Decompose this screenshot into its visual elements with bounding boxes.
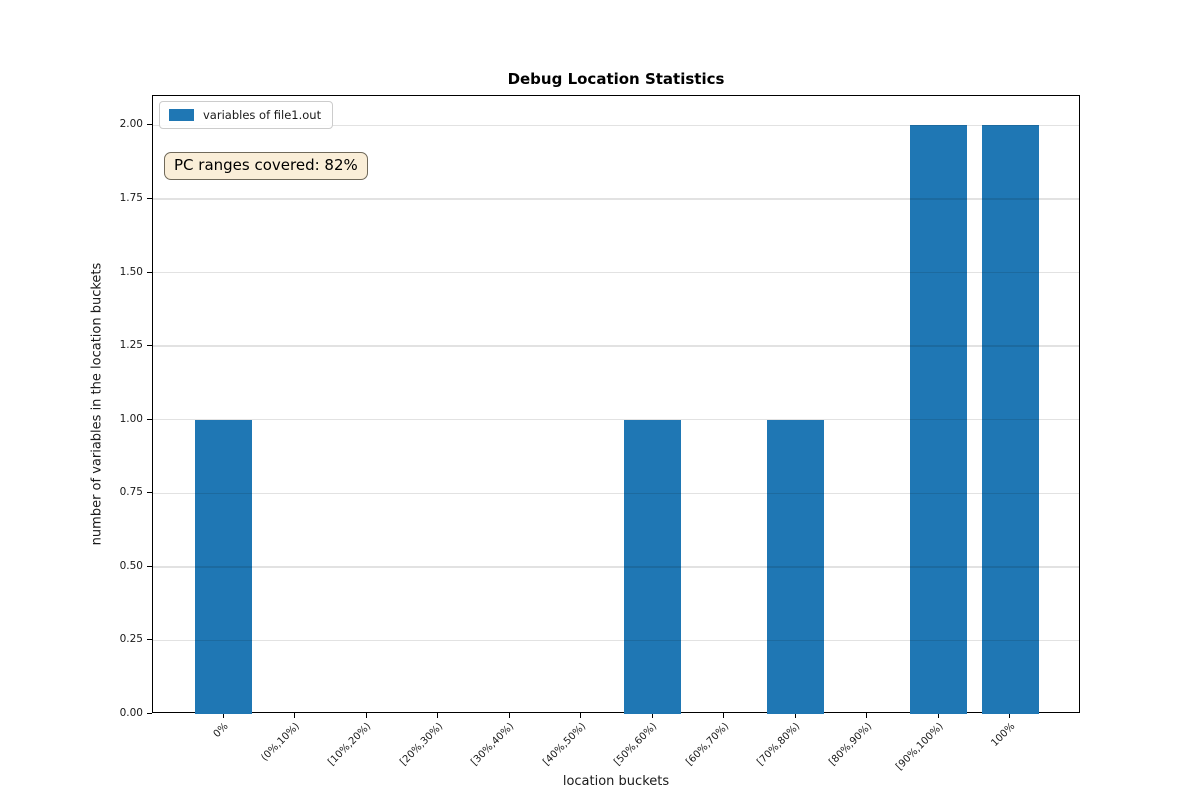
x-tick-label: [50%,60%) — [612, 721, 660, 768]
legend-label: variables of file1.out — [203, 108, 322, 122]
y-tick-label: 0.00 — [119, 707, 143, 719]
x-tick-label: [20%,30%) — [398, 721, 446, 768]
y-tick-label: 1.75 — [119, 192, 143, 204]
annotation-pc-ranges: PC ranges covered: 82% — [164, 152, 368, 180]
x-axis-tick — [580, 713, 582, 718]
y-tick-label: 1.00 — [119, 412, 143, 425]
x-tick-label: [80%,90%) — [827, 721, 874, 768]
gridline — [153, 345, 1079, 347]
x-tick-label: 100% — [988, 721, 1017, 749]
x-axis-tick — [1009, 713, 1011, 718]
y-tick-label: 0.75 — [119, 486, 143, 499]
x-tick-label: [40%,50%) — [541, 721, 589, 768]
x-axis-tick — [866, 713, 868, 718]
y-tick-label: 1.25 — [119, 339, 143, 352]
gridline — [153, 271, 1079, 274]
y-axis-tick — [147, 639, 152, 641]
x-tick-label: [90%,100%) — [894, 721, 946, 773]
gridline — [153, 639, 1079, 642]
y-axis-label: number of variables in the location buck… — [89, 262, 105, 546]
y-axis-tick — [147, 271, 152, 273]
gridline — [153, 492, 1079, 494]
x-axis-tick — [794, 713, 796, 718]
x-tick-label: (0%,10%) — [259, 721, 303, 764]
x-axis-tick — [294, 713, 296, 718]
legend-swatch-icon — [169, 109, 194, 121]
y-axis-tick — [147, 492, 152, 494]
gridline — [153, 419, 1079, 421]
y-axis-tick — [147, 565, 152, 567]
y-axis-tick — [147, 713, 152, 714]
y-tick-label: 0.50 — [119, 559, 143, 572]
y-axis-tick — [147, 418, 152, 420]
x-axis-tick — [508, 713, 510, 718]
gridline — [153, 198, 1079, 200]
y-tick-label: 1.50 — [119, 265, 143, 278]
x-tick-label: [70%,80%) — [755, 721, 803, 768]
x-tick-label: [60%,70%) — [684, 721, 732, 768]
x-axis-tick — [937, 713, 939, 718]
plot-area: variables of file1.out PC ranges covered… — [152, 95, 1080, 714]
chart-title: Debug Location Statistics — [507, 70, 725, 88]
x-tick-label: [10%,20%) — [326, 721, 374, 768]
x-axis-label: location buckets — [562, 774, 670, 789]
x-tick-label: 0% — [211, 721, 231, 741]
gridline — [153, 566, 1079, 568]
y-axis-tick — [147, 124, 152, 126]
x-tick-label: [30%,40%) — [469, 721, 517, 768]
x-axis-tick — [723, 713, 725, 718]
gridline — [153, 124, 1079, 127]
y-axis-tick — [147, 198, 152, 199]
y-tick-label: 0.25 — [119, 633, 143, 646]
x-axis-tick — [651, 713, 653, 718]
x-axis-tick — [437, 713, 439, 718]
legend: variables of file1.out — [159, 101, 334, 129]
y-axis-tick — [147, 345, 152, 347]
x-axis-tick — [365, 713, 367, 718]
x-axis-tick — [222, 713, 224, 718]
y-tick-label: 2.00 — [119, 118, 143, 131]
